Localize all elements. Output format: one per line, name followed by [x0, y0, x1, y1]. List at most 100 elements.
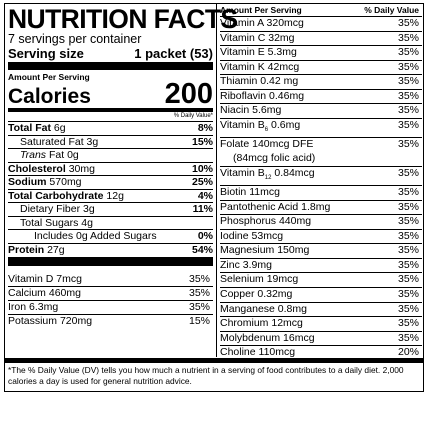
vitamin-name: Manganese [220, 302, 275, 315]
nutrient-name: Protein [8, 243, 45, 256]
vitamin-row: Potassium 720mg 15% [8, 315, 213, 328]
daily-value-column-header: % Daily Value [364, 5, 419, 15]
vitamin-amount: 150mg [277, 244, 310, 257]
vitamin-name: Vitamin D [8, 273, 54, 285]
amount-per-serving-label: Amount Per Serving [8, 72, 90, 82]
vitamin-amount: 12mcg [271, 317, 303, 330]
daily-value-footnote: *The % Daily Value (DV) tells you how mu… [8, 365, 404, 386]
vitamin-name: Vitamin B [220, 118, 265, 131]
vitamin-row: Vitamin A 320mcg 35% [220, 17, 422, 32]
vitamin-row: Pantothenic Acid 1.8mg 35% [220, 201, 422, 216]
vitamin-note: (84mcg folic acid) [233, 152, 316, 165]
nutrient-name: Sodium [8, 176, 47, 188]
serving-size-label: Serving size [8, 46, 84, 61]
vitamin-dv: 35% [397, 31, 419, 44]
nutrient-dv: 15% [191, 135, 213, 148]
column-divider [216, 4, 217, 357]
nutrient-amount: 30mg [68, 162, 95, 175]
vitamin-amount: 32mg [268, 31, 295, 44]
vitamin-name: Potassium [8, 315, 58, 327]
nutrient-row-saturated-fat: Saturated Fat 3g 15% [8, 135, 213, 149]
nutrient-amount: 3g [83, 203, 95, 215]
vitamin-dv: 35% [397, 89, 419, 102]
nutrient-name: Saturated Fat [20, 135, 84, 148]
vitamin-dv: 15% [188, 315, 210, 327]
vitamin-dv: 35% [397, 229, 419, 242]
vitamin-name: Calcium [8, 287, 46, 299]
nutrient-name: Includes 0g Added Sugars [34, 230, 157, 242]
vitamin-name: Vitamin B [220, 166, 265, 179]
vitamin-amount: 110mcg [258, 346, 296, 359]
vitamin-row: Iodine 53mcg 35% [220, 230, 422, 245]
vitamin-name: Pantothenic Acid [220, 200, 299, 213]
vitamin-dv: 35% [397, 17, 419, 29]
vitamin-amount: 140mcg DFE [252, 138, 314, 151]
vitamin-dv: 35% [188, 287, 210, 299]
thick-divider [8, 62, 213, 70]
vitamin-dv: 20% [397, 346, 419, 359]
vitamin-amount: 320mcg [266, 17, 304, 29]
vitamin-dv: 35% [397, 60, 419, 73]
vitamin-dv: 35% [397, 273, 419, 286]
vitamin-dv: 35% [397, 186, 419, 199]
vitamin-amount: 0.84mcg [274, 166, 315, 179]
nutrient-name-suffix: Fat [48, 149, 65, 161]
vitamin-dv: 35% [397, 302, 419, 315]
vitamin-amount: 16mcg [283, 331, 315, 344]
vitamin-name: Selenium [220, 273, 264, 286]
vitamin-name: Chromium [220, 317, 269, 330]
nutrient-row-trans-fat: Trans Fat 0g [8, 149, 213, 163]
nutrient-row-total-fat: Total Fat 6g 8% [8, 122, 213, 136]
vitamin-dv: 35% [397, 215, 419, 228]
vitamin-amount: 6.3mg [29, 301, 59, 313]
vitamin-row: Vitamin B6 0.6mg 35% [220, 119, 422, 139]
vitamin-dv: 35% [397, 244, 419, 257]
nutrient-dv: 8% [197, 122, 213, 134]
vitamin-name: Folate [220, 138, 250, 151]
vitamin-row: Copper 0.32mg 35% [220, 288, 422, 303]
vitamin-amount: 0.32mg [257, 288, 293, 301]
vitamin-row: Vitamin D 7mcg 35% [8, 273, 213, 287]
right-vitamin-list: Vitamin A 320mcg 35% Vitamin C 32mg 35% Vita… [220, 17, 422, 360]
nutrient-amount: 12g [106, 189, 124, 202]
vitamin-amount: 0.42 mg [260, 75, 299, 88]
vitamin-amount: 5.6mg [252, 104, 282, 117]
vitamin-dv: 35% [397, 258, 419, 271]
serving-size-value: 1 packet (53) [134, 46, 213, 61]
right-column-header: Amount Per Serving % Daily Value [220, 4, 422, 17]
vitamin-name: Vitamin E [220, 46, 265, 59]
vitamin-amount: 440mg [278, 215, 312, 228]
vitamin-dv: 35% [397, 166, 419, 179]
nutrient-amount: 0g [67, 149, 79, 161]
vitamin-name: Vitamin A [220, 17, 264, 29]
vitamin-subscript: 12 [264, 174, 272, 181]
vitamin-name: Iron [8, 301, 27, 313]
nutrient-amount: 27g [47, 243, 65, 256]
vitamin-name: Biotin [220, 186, 247, 199]
footnote-divider [5, 358, 423, 363]
vitamin-row: Magnesium 150mg 35% [220, 244, 422, 259]
vitamin-amount: 53mcg [251, 229, 284, 242]
vitamin-name: Copper [220, 288, 255, 301]
nutrient-dv: 4% [197, 189, 213, 202]
medium-divider [8, 108, 213, 112]
nutrient-dv: 25% [191, 176, 213, 188]
daily-value-header: % Daily Value* [8, 112, 213, 122]
vitamin-name: Vitamin K [220, 60, 265, 73]
vitamin-row: Iron 6.3mg 35% [8, 301, 213, 315]
vitamin-amount: 460mg [48, 287, 81, 299]
vitamin-row: Vitamin E 5.3mg 35% [220, 46, 422, 61]
nutrient-amount: 3g [86, 135, 99, 148]
vitamin-row: Biotin 11mcg 35% [220, 186, 422, 201]
vitamin-row: Vitamin C 32mg 35% [220, 32, 422, 47]
vitamin-amount: 5.3mg [267, 46, 297, 59]
left-column: NUTRITION FACTS 7 servings per container… [8, 4, 238, 328]
label-title: NUTRITION FACTS [8, 4, 238, 34]
vitamin-amount: 0.8mg [277, 302, 307, 315]
vitamin-subscript: 6 [264, 126, 269, 133]
nutrient-name: Total Fat [8, 122, 51, 134]
vitamin-amount: 19mcg [266, 273, 299, 286]
nutrient-amount: 570mg [49, 176, 82, 188]
nutrient-dv: 0% [197, 230, 213, 242]
vitamin-name: Molybdenum [220, 331, 281, 344]
